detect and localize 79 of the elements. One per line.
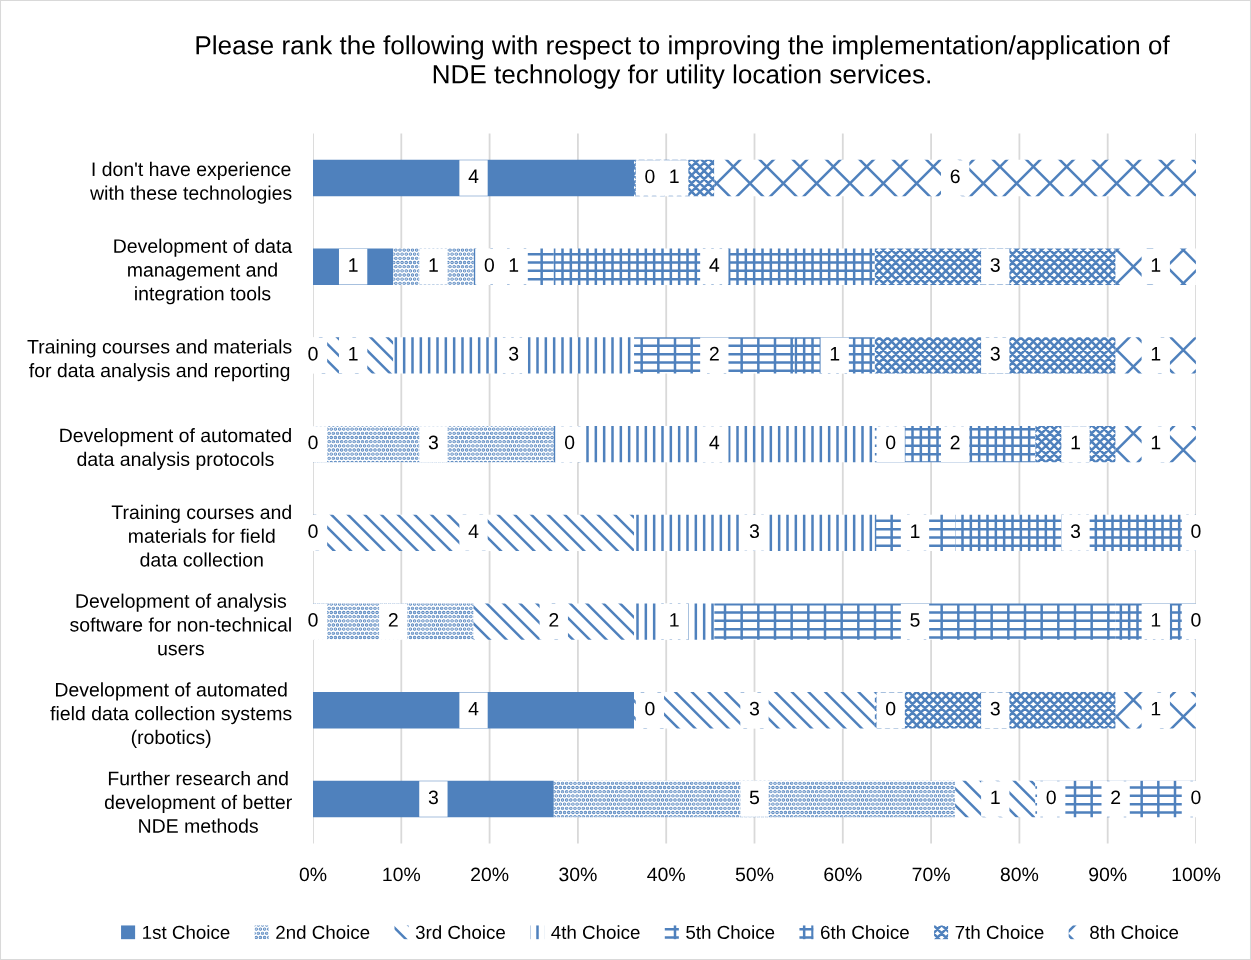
annotation: 1 [1151, 435, 1161, 450]
y-tick-label: Training courses and materials for field data collection [111, 504, 291, 567]
x-tick-label: 0% [299, 867, 327, 882]
annotation: 3 [749, 701, 760, 716]
x-tick-label: 10% [383, 867, 421, 882]
annotation: 0 [308, 613, 318, 627]
annotation: 1 [911, 524, 920, 538]
legend-label: 5th Choice [686, 925, 775, 940]
annotation: 2 [1111, 790, 1121, 805]
x-tick-label: 20% [471, 867, 509, 882]
annotation: 0 [886, 701, 896, 716]
y-tick-label: I don't have experience with these technologies [90, 161, 292, 204]
annotation: 1 [349, 347, 358, 361]
annotation: 0 [645, 701, 655, 716]
annotation: 4 [468, 524, 479, 538]
y-tick-label: Training courses and materials for data analysis and reporting [27, 339, 292, 382]
annotation: 0 [564, 435, 575, 450]
annotation: 1 [429, 258, 438, 272]
annotation: 2 [950, 435, 960, 450]
annotation: 1 [670, 613, 679, 627]
annotation: 1 [830, 347, 840, 361]
annotation: 2 [549, 613, 559, 627]
annotation: 1 [670, 169, 679, 183]
annotation: 0 [308, 346, 318, 361]
annotation: 4 [709, 435, 720, 450]
annotation: 0 [1046, 790, 1056, 805]
annotation: 3 [428, 790, 438, 805]
legend-label: 6th Choice [821, 925, 909, 940]
x-tick-label: 30% [559, 867, 597, 882]
annotation: 3 [990, 701, 1000, 716]
annotation: 0 [308, 435, 318, 450]
x-tick-label: 90% [1089, 867, 1127, 882]
x-tick-label: 40% [647, 867, 685, 882]
y-tick-label: Development of automated data analysis protocols [60, 428, 291, 470]
y-tick-label: Development of analysis software for non-technical users [70, 593, 291, 656]
annotation: 6 [950, 169, 960, 184]
annotation: 1 [1151, 701, 1161, 716]
annotation: 3 [749, 524, 760, 539]
annotation: 3 [509, 346, 519, 361]
annotation: 5 [910, 613, 920, 627]
legend-label: 1st Choice [143, 925, 230, 940]
y-tick-label: Development of automated field data collection systems (robotics) [50, 682, 292, 748]
x-tick-label: 100% [1172, 867, 1221, 882]
annotation: 2 [388, 613, 398, 627]
annotation: 3 [990, 346, 1000, 361]
annotation: 4 [709, 258, 720, 272]
annotation: 0 [886, 435, 896, 450]
annotation: 3 [428, 435, 438, 450]
annotation: 4 [468, 701, 479, 716]
annotation: 0 [645, 169, 655, 184]
annotation: 1 [1071, 435, 1080, 450]
annotation: 3 [1070, 524, 1081, 539]
legend-label: 4th Choice [551, 925, 640, 940]
annotation: 0 [1191, 524, 1201, 539]
legend-label: 2nd Choice [276, 925, 370, 940]
annotation: 1 [1151, 613, 1161, 627]
x-tick-label: 80% [1000, 867, 1039, 882]
legend-label: 3rd Choice [415, 925, 505, 940]
annotation: 5 [749, 790, 760, 805]
annotation: 1 [1151, 258, 1161, 272]
annotation: 1 [991, 790, 1000, 805]
annotation: 4 [468, 169, 479, 183]
annotation: 0 [1191, 790, 1201, 805]
annotation: 1 [349, 258, 358, 272]
annotation: 3 [990, 258, 1000, 272]
y-tick-label: Development of data management and integration tools [114, 238, 293, 305]
annotation: 1 [509, 258, 519, 272]
legend-label: 8th Choice [1090, 925, 1179, 940]
x-tick-label: 50% [735, 867, 774, 882]
annotation: 1 [1151, 347, 1161, 361]
x-tick-label: 70% [912, 867, 950, 882]
chart-title: Please rank the following with respect to improving the implementation/application of NDE technology for utility location services. [196, 35, 1170, 89]
y-tick-label: Further research and development of better NDE methods [104, 771, 292, 833]
annotation: 0 [484, 258, 494, 272]
annotation: 0 [308, 524, 318, 539]
annotation: 2 [709, 346, 719, 361]
annotation: 0 [1191, 613, 1201, 627]
x-tick-label: 60% [824, 867, 862, 882]
legend-label: 7th Choice [955, 925, 1044, 940]
